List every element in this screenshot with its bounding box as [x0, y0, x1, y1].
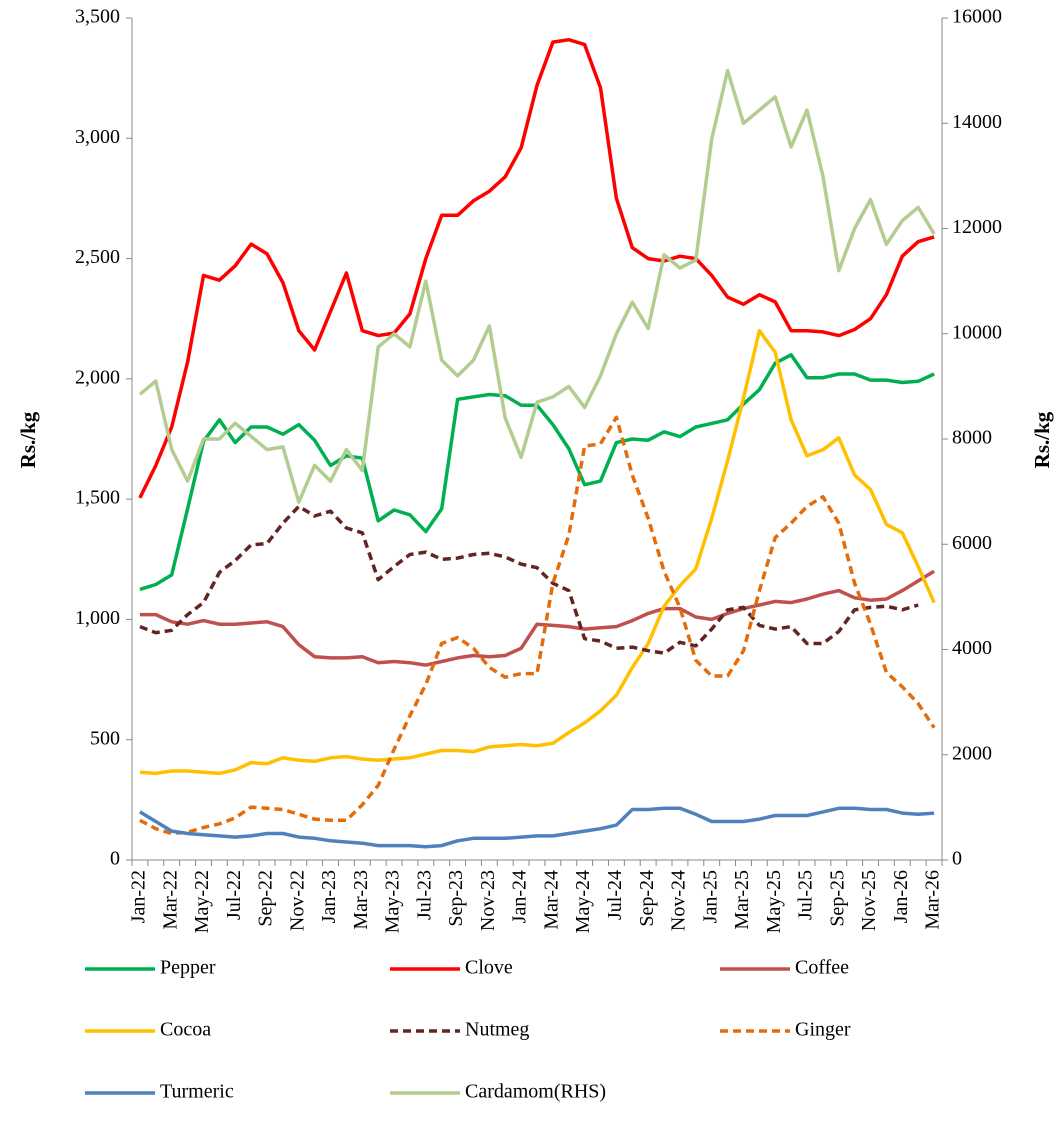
x-tick-label: Sep-22 — [255, 870, 277, 927]
y-tick-label: 2,000 — [75, 366, 120, 388]
x-tick-label: Jan-25 — [699, 870, 721, 923]
y2-tick-label: 12000 — [952, 216, 1002, 238]
x-tick-label: Sep-25 — [826, 870, 848, 927]
x-tick-label: Jan-23 — [318, 870, 340, 923]
y-tick-label: 3,000 — [75, 126, 120, 148]
series-line — [139, 353, 935, 592]
series-line — [139, 504, 919, 655]
y-tick-label: 500 — [90, 727, 120, 749]
series-line — [139, 569, 936, 667]
series-line — [138, 37, 935, 499]
y2-tick-label: 8000 — [952, 427, 992, 449]
x-tick-label: Jan-24 — [509, 870, 531, 923]
y2-tick-label: 16000 — [952, 6, 1002, 28]
x-tick-label: May-23 — [382, 870, 404, 933]
x-tick-label: May-24 — [572, 870, 594, 933]
x-tick-label: Nov-23 — [477, 870, 499, 931]
x-tick-label: Nov-22 — [286, 870, 308, 931]
y-tick-label: 1,500 — [75, 487, 120, 509]
legend-label: Pepper — [160, 957, 216, 979]
x-tick-label: Mar-22 — [159, 870, 181, 930]
x-tick-label: Mar-23 — [350, 870, 372, 930]
y2-tick-label: 0 — [952, 848, 962, 870]
y-tick-label: 0 — [110, 848, 120, 870]
x-tick-label: Sep-23 — [445, 870, 467, 927]
series-line — [139, 415, 936, 836]
x-tick-label: Sep-24 — [636, 870, 658, 927]
x-tick-label: Jan-22 — [128, 870, 150, 923]
x-tick-label: Jul-25 — [795, 870, 817, 920]
x-tick-label: Mar-24 — [540, 870, 562, 930]
series-line — [138, 68, 936, 504]
series-line — [138, 806, 935, 849]
x-tick-label: May-22 — [191, 870, 213, 933]
y2-tick-label: 10000 — [952, 321, 1002, 343]
y2-tick-label: 2000 — [952, 742, 992, 764]
x-tick-label: Nov-24 — [668, 870, 690, 931]
y2-tick-label: 4000 — [952, 637, 992, 659]
x-tick-label: Jul-24 — [604, 870, 626, 920]
legend-label: Cardamom(RHS) — [465, 1081, 606, 1103]
legend-label: Clove — [465, 957, 513, 979]
series-line — [139, 328, 936, 776]
y-tick-label: 3,500 — [75, 6, 120, 28]
x-tick-label: Mar-25 — [731, 870, 753, 930]
x-tick-label: Jul-22 — [223, 870, 245, 920]
x-tick-label: Nov-25 — [858, 870, 880, 931]
y-tick-label: 2,500 — [75, 246, 120, 268]
x-tick-label: Mar-26 — [922, 870, 944, 930]
y2-tick-label: 6000 — [952, 532, 992, 554]
y2-tick-label: 14000 — [952, 111, 1002, 133]
legend-label: Nutmeg — [465, 1019, 529, 1041]
y-tick-label: 1,000 — [75, 607, 120, 629]
y-axis-title: Rs./kg — [16, 411, 40, 468]
x-tick-label: Jul-23 — [413, 870, 435, 920]
legend-label: Cocoa — [160, 1019, 211, 1041]
y2-axis-title: Rs./kg — [1030, 411, 1054, 468]
legend-label: Coffee — [795, 957, 849, 979]
x-tick-label: May-25 — [763, 870, 785, 933]
legend-label: Ginger — [795, 1019, 851, 1041]
legend-label: Turmeric — [160, 1081, 234, 1103]
x-tick-label: Jan-26 — [890, 870, 912, 923]
